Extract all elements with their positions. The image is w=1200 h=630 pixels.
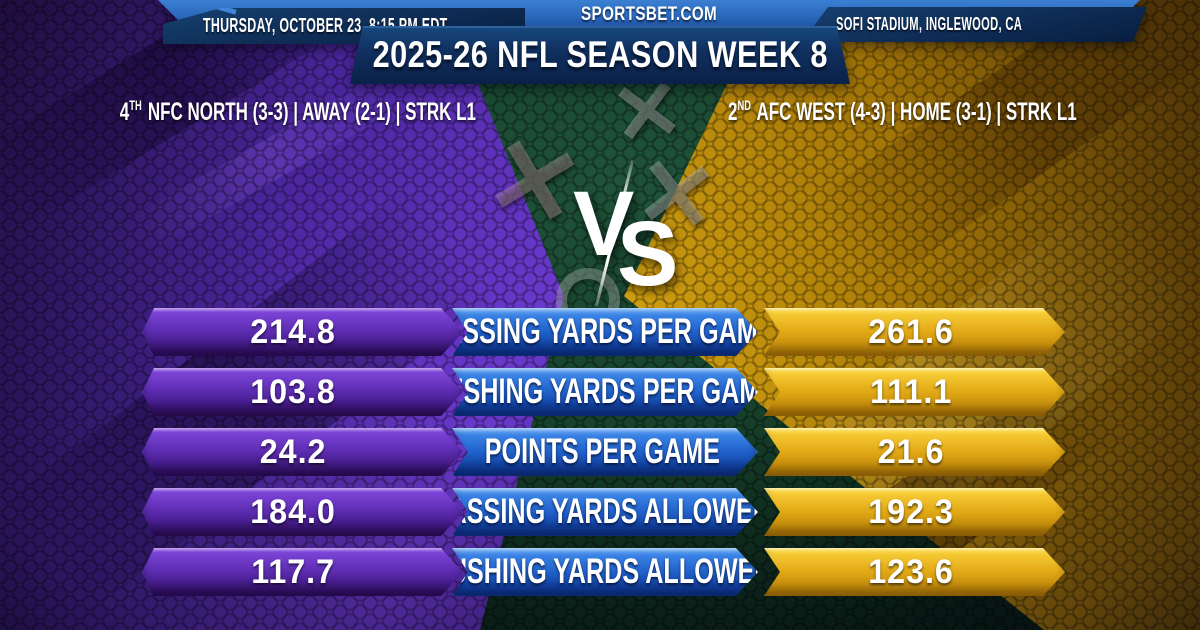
- week-panel: 2025-26 NFL SEASON WEEK 8: [350, 26, 850, 84]
- week-title: 2025-26 NFL SEASON WEEK 8: [372, 34, 828, 75]
- stat-value-right: 192.3: [764, 488, 1065, 536]
- venue-banner: SOFI STADIUM, INGLEWOOD, CA: [802, 7, 1147, 42]
- stat-row: 103.8 RUSHING YARDS PER GAME 111.1: [0, 368, 1200, 416]
- stat-value-left: 184.0: [142, 488, 463, 536]
- stat-label: PASSING YARDS PER GAME: [452, 308, 758, 356]
- stat-row: 214.8 PASSING YARDS PER GAME 261.6: [0, 308, 1200, 356]
- stat-label: PASSING YARDS ALLOWED: [452, 488, 758, 536]
- site-label: SPORTSBET.COM: [580, 4, 718, 25]
- stat-row: 184.0 PASSING YARDS ALLOWED 192.3: [0, 488, 1200, 536]
- venue-label: SOFI STADIUM, INGLEWOOD, CA: [836, 14, 1023, 34]
- stat-value-left: 24.2: [142, 428, 463, 476]
- stat-value-left: 117.7: [142, 548, 463, 596]
- stat-value-left: 103.8: [142, 368, 463, 416]
- stat-value-right: 21.6: [764, 428, 1065, 476]
- stat-value-right: 111.1: [764, 368, 1065, 416]
- stat-value-left: 214.8: [142, 308, 463, 356]
- stat-value-right: 123.6: [764, 548, 1065, 596]
- stat-row: 117.7 RUSHING YARDS ALLOWED 123.6: [0, 548, 1200, 596]
- stat-value-right: 261.6: [764, 308, 1065, 356]
- stat-row: 24.2 POINTS PER GAME 21.6: [0, 428, 1200, 476]
- stat-label: POINTS PER GAME: [452, 428, 758, 476]
- stat-label: RUSHING YARDS ALLOWED: [452, 548, 758, 596]
- stats-table: 214.8 PASSING YARDS PER GAME 261.6 103.8…: [0, 308, 1200, 608]
- stat-label: RUSHING YARDS PER GAME: [452, 368, 758, 416]
